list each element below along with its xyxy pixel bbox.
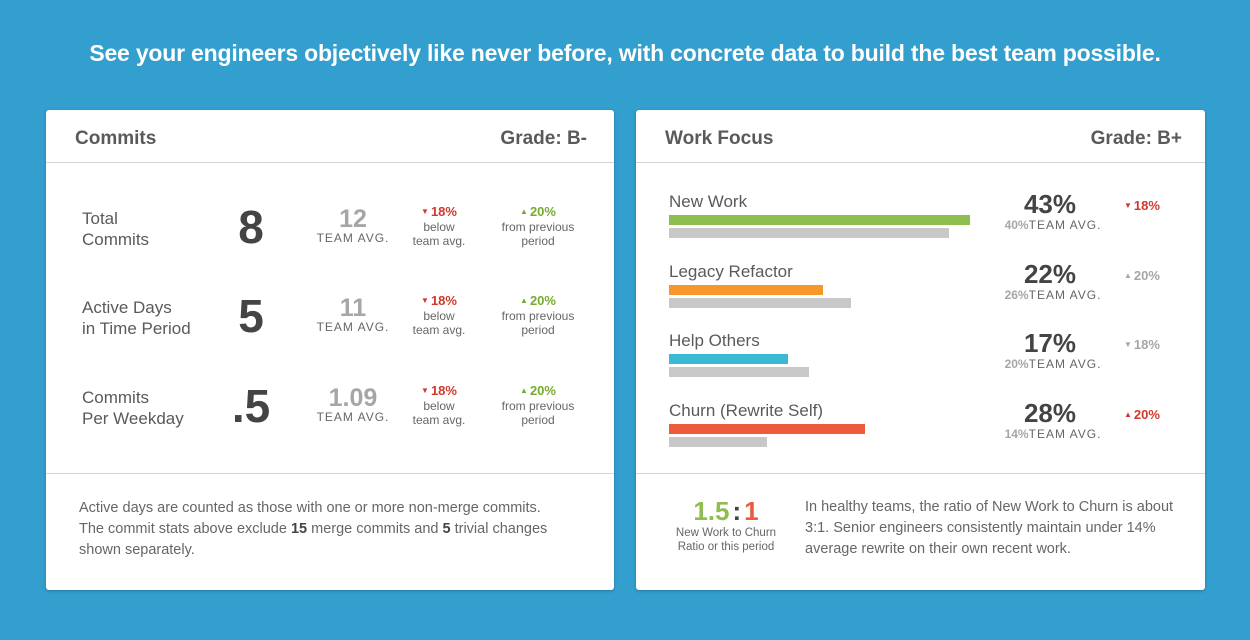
commits-grade: Grade: B- xyxy=(500,128,587,149)
stat-value: 5 xyxy=(238,290,264,342)
triangle-up-icon: ▲ xyxy=(1124,271,1132,280)
team-average: 1.09 TEAM AVG. xyxy=(316,384,390,424)
personal-share-bar xyxy=(669,215,970,225)
team-share-bar xyxy=(669,367,809,377)
team-average: 12 TEAM AVG. xyxy=(316,205,390,245)
commit-stat-row: Commits Per Weekday .5 1.09 TEAM AVG. ▼ 18% bel… xyxy=(46,380,614,457)
focus-category-label: Legacy Refactor xyxy=(669,262,793,281)
team-share-bar xyxy=(669,228,949,238)
below-team-delta: ▼ 18% below team avg. xyxy=(412,204,466,248)
work-focus-grade: Grade: B+ xyxy=(1090,128,1182,149)
ratio-caption-line1: New Work to Churn xyxy=(675,527,777,539)
commit-stat-row: Active Days in Time Period 5 11 TEAM AVG. ▼ 18… xyxy=(46,290,614,367)
focus-value: 22% xyxy=(1023,259,1077,289)
triangle-down-icon: ▼ xyxy=(1124,340,1132,349)
work-focus-row: New Work 43% 40%TEAM AVG. ▼ 18% xyxy=(636,189,1205,254)
triangle-down-icon: ▼ xyxy=(421,207,429,216)
stat-label: Commits Per Weekday xyxy=(82,388,184,428)
commits-card-title: Commits xyxy=(75,128,157,149)
triangle-down-icon: ▼ xyxy=(421,296,429,305)
focus-delta: ▼ 18% xyxy=(1124,198,1160,213)
commits-card-footer: Active days are counted as those with on… xyxy=(46,473,614,590)
commits-card: Commits Grade: B- Total Commits 8 12 TEAM AV… xyxy=(46,110,614,590)
work-focus-row: Help Others 17% 20%TEAM AVG. ▼ 18% xyxy=(636,328,1205,393)
ratio-value: 1.5:1 xyxy=(693,496,759,526)
stat-label: Active Days in Time Period xyxy=(82,298,191,338)
focus-delta: ▲ 20% xyxy=(1124,268,1160,283)
trivial-count: 5 xyxy=(442,521,451,537)
team-average: 20%TEAM AVG. xyxy=(1004,357,1102,371)
triangle-down-icon: ▼ xyxy=(1124,201,1132,210)
merge-count: 15 xyxy=(290,521,308,537)
focus-delta: ▲ 20% xyxy=(1124,407,1160,422)
focus-value: 17% xyxy=(1023,328,1077,358)
work-focus-card-header: Work Focus Grade: B+ xyxy=(636,110,1205,163)
team-average: 26%TEAM AVG. xyxy=(1004,288,1102,302)
triangle-up-icon: ▲ xyxy=(1124,410,1132,419)
focus-value: 28% xyxy=(1023,398,1077,428)
focus-category-label: Help Others xyxy=(669,331,760,350)
below-team-delta: ▼ 18% below team avg. xyxy=(412,293,466,337)
commits-card-header: Commits Grade: B- xyxy=(46,110,614,163)
work-focus-card: Work Focus Grade: B+ New Work 43% 40%TEAM … xyxy=(636,110,1205,590)
triangle-down-icon: ▼ xyxy=(421,386,429,395)
triangle-up-icon: ▲ xyxy=(520,207,528,216)
team-average: 40%TEAM AVG. xyxy=(1004,218,1102,232)
stat-value: .5 xyxy=(231,380,271,432)
ratio-caption-line2: Ratio or this period xyxy=(677,541,775,553)
triangle-up-icon: ▲ xyxy=(520,296,528,305)
focus-value: 43% xyxy=(1023,189,1077,219)
personal-share-bar xyxy=(669,285,823,295)
team-average: 11 TEAM AVG. xyxy=(316,294,390,334)
focus-category-label: New Work xyxy=(669,192,748,211)
ratio-summary: 1.5:1 New Work to Churn Ratio or this pe… xyxy=(658,496,794,554)
personal-share-bar xyxy=(669,354,788,364)
ratio-explanation: In healthy teams, the ratio of New Work … xyxy=(805,499,1174,557)
work-focus-card-footer: 1.5:1 New Work to Churn Ratio or this pe… xyxy=(636,473,1205,590)
commits-footnote: Active days are counted as those with on… xyxy=(79,500,548,558)
headline: See your engineers objectively like neve… xyxy=(89,40,1161,66)
previous-period-delta: ▲ 20% from previous period xyxy=(501,204,575,248)
triangle-up-icon: ▲ xyxy=(520,386,528,395)
previous-period-delta: ▲ 20% from previous period xyxy=(501,383,575,427)
focus-category-label: Churn (Rewrite Self) xyxy=(669,401,823,420)
commit-stat-row: Total Commits 8 12 TEAM AVG. ▼ 18% below team av… xyxy=(46,201,614,278)
stat-label: Total Commits xyxy=(82,209,150,249)
below-team-delta: ▼ 18% below team avg. xyxy=(412,383,466,427)
personal-share-bar xyxy=(669,424,865,434)
focus-delta: ▼ 18% xyxy=(1124,337,1160,352)
team-share-bar xyxy=(669,437,767,447)
work-focus-row: Churn (Rewrite Self) 28% 14%TEAM AVG. ▲ 20% xyxy=(636,398,1205,463)
work-focus-row: Legacy Refactor 22% 26%TEAM AVG. ▲ 20% xyxy=(636,259,1205,324)
previous-period-delta: ▲ 20% from previous period xyxy=(501,293,575,337)
team-average: 14%TEAM AVG. xyxy=(1004,427,1102,441)
work-focus-card-title: Work Focus xyxy=(665,128,774,149)
team-share-bar xyxy=(669,298,851,308)
stat-value: 8 xyxy=(238,201,264,253)
